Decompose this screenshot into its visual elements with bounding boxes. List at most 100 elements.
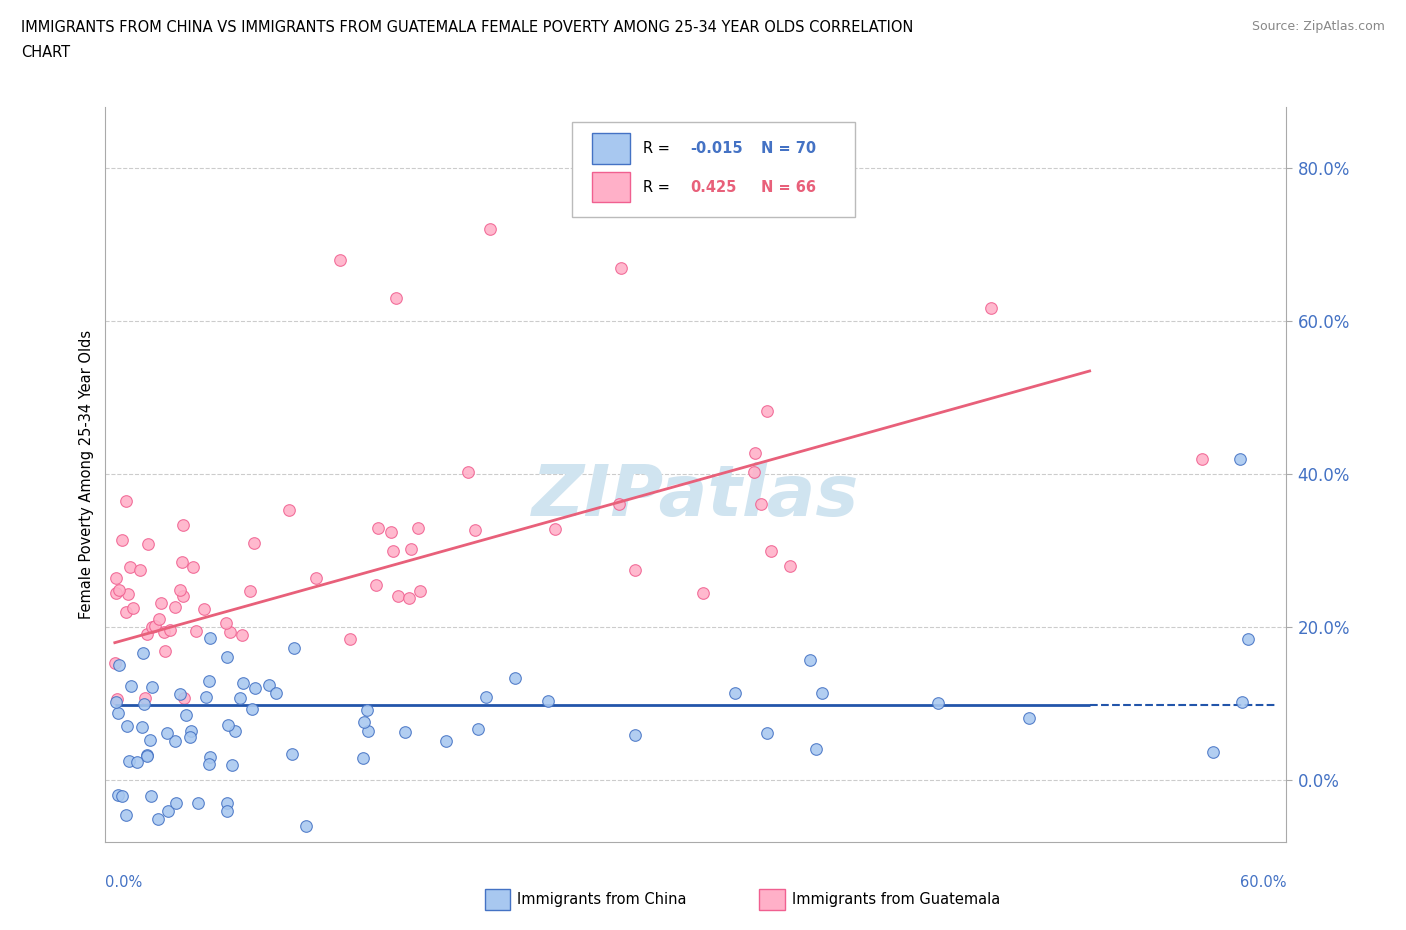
Point [478,222,501,237]
Text: N = 66: N = 66 [761,179,815,194]
Point [229,691,252,706]
Point [159,623,181,638]
Point [108,583,131,598]
Point [139,789,162,804]
Point [148,612,170,627]
Point [136,537,159,551]
Point [173,691,195,706]
Point [406,521,429,536]
Point [169,582,191,597]
Point [779,559,801,574]
Text: -0.015: -0.015 [690,140,742,155]
Point [1230,695,1253,710]
Point [811,685,834,700]
Point [1191,452,1213,467]
Point [138,732,160,747]
Point [136,748,159,763]
Point [165,599,187,614]
Point [623,727,645,742]
Point [187,796,209,811]
Point [257,677,280,692]
Text: 0.425: 0.425 [690,179,737,194]
Point [610,260,633,275]
Point [409,583,432,598]
Point [756,725,779,740]
Point [215,804,238,818]
Point [382,543,405,558]
Point [107,787,129,802]
Point [467,722,489,737]
Point [107,658,129,672]
Point [387,589,409,604]
Point [114,604,136,619]
Point [219,625,242,640]
Text: N = 70: N = 70 [761,140,815,155]
Point [198,756,221,771]
Point [165,734,187,749]
Text: 0.0%: 0.0% [105,875,142,890]
Point [799,652,821,667]
Point [305,571,328,586]
Point [128,563,150,578]
Text: R =: R = [643,179,669,194]
Text: ZIPatlas: ZIPatlas [533,462,859,531]
Point [264,685,287,700]
Point [367,520,389,535]
Point [174,708,197,723]
Point [398,591,420,605]
Point [980,301,1002,316]
Point [134,690,156,705]
Point [744,445,766,460]
Bar [592,133,630,164]
Point [120,678,142,693]
Point [749,497,772,512]
Point [131,719,153,734]
Point [179,730,201,745]
Point [1229,452,1251,467]
Point [110,789,132,804]
Point [231,628,253,643]
Point [399,542,422,557]
Text: IMMIGRANTS FROM CHINA VS IMMIGRANTS FROM GUATEMALA FEMALE POVERTY AMONG 25-34 YE: IMMIGRANTS FROM CHINA VS IMMIGRANTS FROM… [21,20,914,35]
Point [364,578,387,592]
Point [134,697,156,711]
Point [127,755,149,770]
Point [141,680,163,695]
Point [394,724,416,739]
Point [385,291,408,306]
Point [146,811,169,826]
Text: Immigrants from Guatemala: Immigrants from Guatemala [792,892,1000,907]
Point [105,692,128,707]
Point [221,757,243,772]
Point [110,532,132,547]
Text: Source: ZipAtlas.com: Source: ZipAtlas.com [1251,20,1385,33]
Point [114,493,136,508]
Point [115,807,138,822]
Point [165,796,187,811]
Point [436,734,458,749]
Point [200,631,222,645]
Point [105,695,128,710]
Text: 60.0%: 60.0% [1240,875,1286,890]
Point [198,673,221,688]
Point [804,741,827,756]
Point [156,725,179,740]
Point [107,706,129,721]
Point [136,749,159,764]
Point [198,750,221,764]
Point [169,686,191,701]
Point [122,601,145,616]
Point [755,404,778,418]
Point [352,751,374,765]
Point [170,555,193,570]
Point [132,645,155,660]
Point [104,656,127,671]
Point [278,502,301,517]
Text: R =: R = [643,140,669,155]
Point [759,543,782,558]
Point [135,627,157,642]
Point [115,719,138,734]
Point [153,624,176,639]
Point [215,616,238,631]
Point [217,796,239,811]
